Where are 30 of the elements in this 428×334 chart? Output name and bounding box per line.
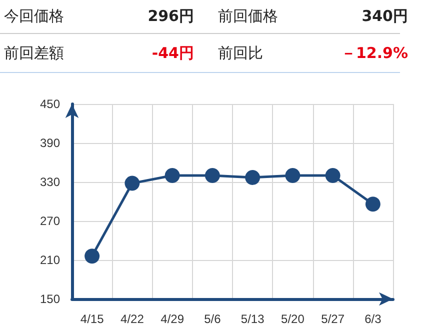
x-tick-label: 6/3 bbox=[364, 312, 382, 326]
x-tick-label: 4/29 bbox=[160, 312, 184, 326]
y-tick-label: 150 bbox=[40, 292, 60, 306]
point bbox=[365, 196, 380, 212]
y-tick-label: 330 bbox=[40, 175, 60, 189]
x-tick-label: 5/20 bbox=[281, 312, 305, 326]
text: 今回価格 bbox=[3, 7, 65, 26]
x-tick-label: 5/6 bbox=[204, 312, 222, 326]
point bbox=[84, 248, 100, 264]
y-tick-label: 390 bbox=[40, 136, 60, 150]
x-tick-label: 5/13 bbox=[240, 312, 265, 326]
text: 前回比 bbox=[217, 44, 264, 62]
text: 340円 bbox=[360, 7, 408, 26]
point bbox=[325, 168, 340, 183]
point bbox=[124, 176, 140, 191]
point bbox=[285, 168, 300, 183]
point bbox=[204, 168, 220, 183]
text: 前回価格 bbox=[217, 7, 279, 26]
text: 前回差額 bbox=[3, 44, 65, 62]
text: 296円 bbox=[146, 7, 194, 26]
x-tick-label: 4/15 bbox=[80, 312, 104, 326]
x-tick-label: 5/27 bbox=[321, 312, 345, 326]
y-tick-label: 450 bbox=[40, 97, 60, 111]
point bbox=[245, 170, 260, 185]
text: -44円 bbox=[150, 44, 194, 62]
x-tick-label: 4/22 bbox=[120, 312, 144, 326]
y-tick-label: 210 bbox=[40, 253, 60, 267]
y-tick-label: 270 bbox=[40, 214, 60, 228]
text: －12.9% bbox=[340, 44, 408, 62]
point bbox=[164, 168, 180, 183]
